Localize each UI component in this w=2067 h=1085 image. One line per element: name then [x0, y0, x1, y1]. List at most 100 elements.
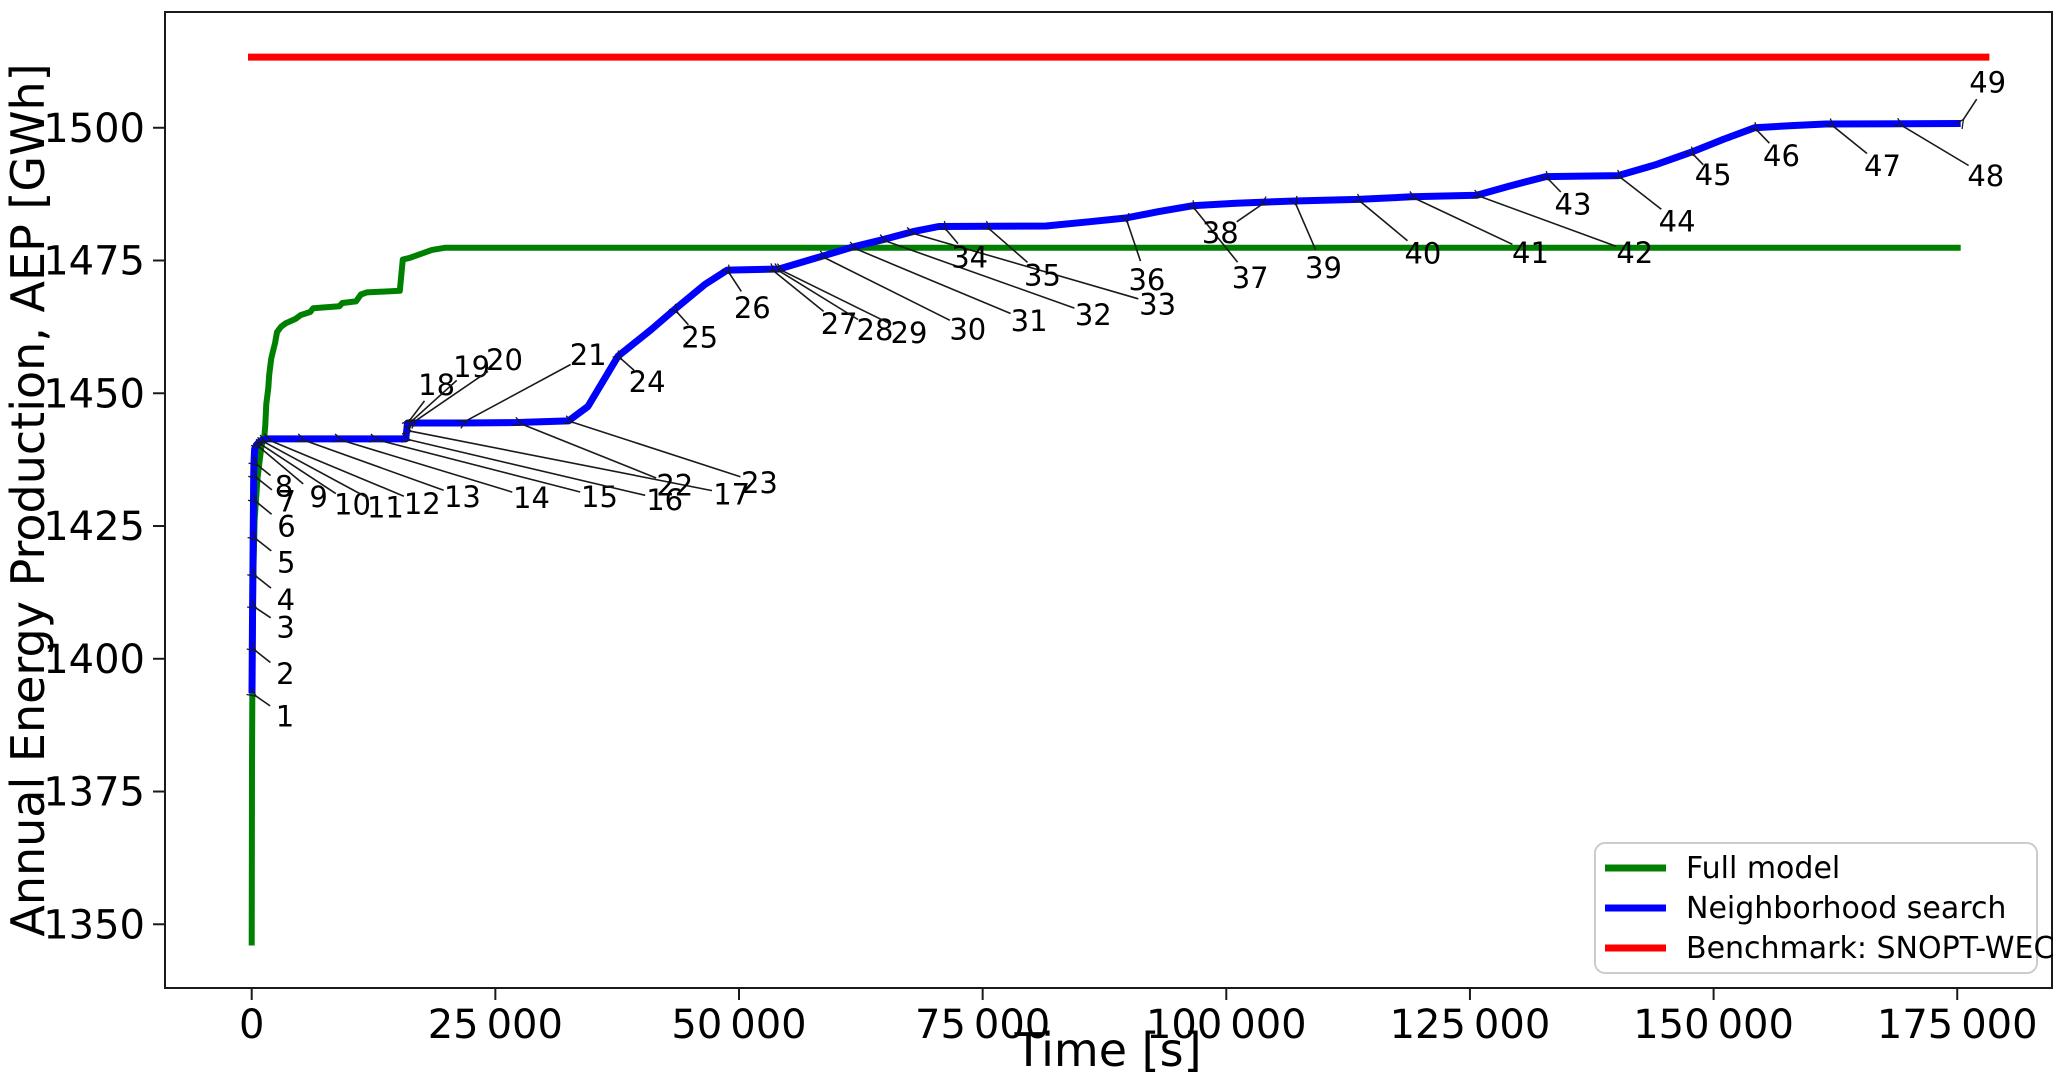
annotation-label-21: 21	[570, 338, 607, 372]
annotation-arrow-46	[1757, 131, 1770, 144]
annotation-label-35: 35	[1024, 259, 1061, 293]
legend-box	[1594, 842, 2038, 974]
annotation-arrow-3	[256, 608, 272, 619]
annotation-label-3: 3	[276, 611, 294, 645]
annotation-arrow-8	[257, 465, 272, 477]
x-tick-label: 75 000	[915, 1002, 1050, 1048]
plot-spines	[164, 11, 2053, 989]
annotation-label-9: 9	[309, 480, 327, 514]
x-tick-label: 0	[239, 1002, 264, 1048]
annotation-label-17: 17	[713, 477, 750, 511]
annotation-arrow-17	[411, 431, 713, 492]
annotation-arrow-36	[1127, 222, 1142, 262]
annotation-label-10: 10	[334, 488, 371, 522]
annotation-label-32: 32	[1075, 298, 1112, 332]
annotation-arrow-27	[774, 272, 825, 313]
annotation-label-34: 34	[951, 241, 988, 275]
annotation-arrow-20	[416, 370, 489, 420]
y-tick-label: 1425	[43, 504, 145, 550]
annotation-arrow-34	[946, 230, 959, 245]
x-tick-label: 175 000	[1877, 1002, 2038, 1048]
annotation-label-8: 8	[275, 469, 293, 503]
annotation-arrow-37	[1195, 209, 1239, 263]
annotation-label-44: 44	[1659, 205, 1696, 239]
annotation-arrow-26	[730, 273, 742, 292]
annotation-label-30: 30	[949, 312, 986, 346]
legend: Full model Neighborhood search Benchmark…	[1594, 842, 2054, 974]
annotation-label-13: 13	[444, 480, 481, 514]
annotation-arrow-18	[410, 400, 426, 420]
annotation-label-31: 31	[1011, 304, 1048, 338]
annotation-label-2: 2	[276, 657, 294, 691]
annotation-label-33: 33	[1139, 287, 1176, 321]
x-tick-label: 125 000	[1390, 1002, 1551, 1048]
annotation-arrow-47	[1834, 127, 1868, 155]
annotation-arrow-15	[377, 440, 581, 493]
annotation-arrow-9	[260, 447, 304, 485]
series-line-neighborhood-search	[248, 120, 1961, 694]
annotation-arrow-21	[466, 363, 571, 422]
annotation-arrow-38	[1236, 204, 1262, 223]
annotation-label-36: 36	[1128, 263, 1165, 297]
annotation-label-6: 6	[277, 510, 295, 544]
annotation-label-48: 48	[1967, 159, 2004, 193]
annotation-arrow-22	[522, 424, 657, 479]
annotation-arrow-29	[783, 271, 892, 325]
annotation-arrow-44	[1621, 178, 1662, 210]
annotation-arrow-13	[304, 440, 444, 491]
annotation-arrow-23	[572, 422, 741, 478]
annotation-arrow-30	[825, 258, 951, 322]
annotation-arrow-25	[677, 312, 689, 326]
x-tick-label: 100 000	[1146, 1002, 1307, 1048]
legend-label-neighborhood-search: Neighborhood search	[1686, 891, 2006, 926]
annotation-arrow-41	[1415, 199, 1513, 246]
x-tick-label: 50 000	[671, 1002, 806, 1048]
annotation-arrow-19	[413, 379, 458, 420]
annotation-arrow-4	[256, 576, 272, 589]
annotation-label-26: 26	[734, 291, 771, 325]
annotation-arrow-1	[255, 696, 271, 707]
annotation-label-46: 46	[1763, 139, 1800, 173]
annotation-arrow-16	[410, 440, 646, 497]
annotation-label-47: 47	[1864, 149, 1901, 183]
annotation-arrow-7	[257, 478, 273, 491]
annotation-arrow-49	[1963, 98, 1978, 120]
annotation-arrow-12	[270, 441, 405, 497]
annotation-label-28: 28	[857, 313, 894, 347]
annotation-arrow-33	[913, 234, 1139, 300]
annotation-label-25: 25	[681, 320, 718, 354]
annotation-arrow-28	[779, 271, 859, 321]
annotation-arrow-32	[886, 241, 1075, 309]
y-tick-label: 1375	[43, 770, 145, 816]
annotation-arrow-45	[1694, 155, 1704, 166]
annotation-arrow-42	[1481, 197, 1617, 248]
annotation-arrow-2	[255, 651, 271, 664]
annotation-label-16: 16	[646, 483, 683, 517]
series-line-full-model	[248, 244, 1961, 946]
annotation-arrow-31	[856, 249, 1011, 315]
annotation-label-41: 41	[1512, 236, 1549, 270]
legend-label-benchmark: Benchmark: SNOPT-WEC	[1686, 931, 2054, 966]
annotation-label-37: 37	[1232, 261, 1269, 295]
annotation-arrow-48	[1902, 126, 1970, 167]
annotation-arrow-35	[990, 229, 1029, 264]
annotation-label-4: 4	[277, 583, 295, 617]
annotation-label-22: 22	[656, 469, 693, 503]
annotation-label-39: 39	[1305, 251, 1342, 285]
y-tick-label: 1500	[43, 106, 145, 152]
annotation-label-49: 49	[1969, 66, 2006, 100]
x-axis-label: Time [s]	[1013, 1023, 1201, 1077]
annotation-label-15: 15	[581, 480, 618, 514]
annotation-label-1: 1	[276, 699, 294, 733]
annotation-arrow-10	[262, 445, 337, 495]
annotation-label-43: 43	[1555, 188, 1592, 222]
annotation-label-11: 11	[367, 491, 404, 525]
annotation-arrow-11	[265, 442, 369, 499]
annotation-arrow-5	[256, 539, 272, 552]
annotation-label-29: 29	[891, 316, 928, 350]
annotation-arrow-6	[257, 502, 273, 515]
annotation-arrow-39	[1296, 205, 1317, 251]
annotation-label-7: 7	[277, 485, 295, 519]
